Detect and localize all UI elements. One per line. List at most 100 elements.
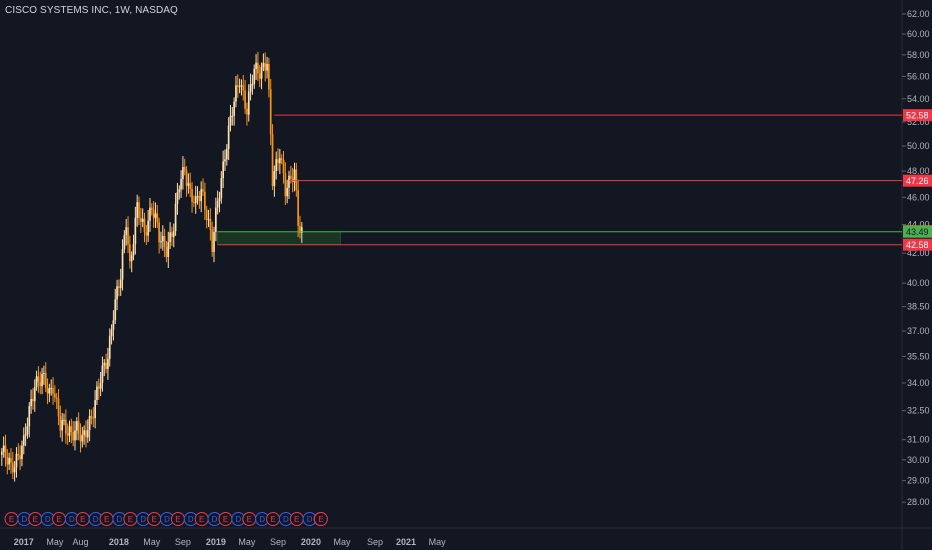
candle-body bbox=[253, 68, 256, 85]
candle-body bbox=[286, 187, 289, 197]
candle-body bbox=[127, 227, 129, 245]
candle-body bbox=[57, 398, 60, 417]
candle-body bbox=[41, 373, 43, 387]
x-tick-label: 2017 bbox=[14, 537, 34, 547]
candle-body bbox=[233, 101, 235, 116]
y-tick-label: 52.00 bbox=[907, 117, 930, 127]
event-marker-label: E bbox=[247, 515, 252, 524]
event-marker-label: E bbox=[128, 515, 133, 524]
candle-body bbox=[268, 64, 270, 90]
candle-body bbox=[156, 213, 159, 223]
candle-body bbox=[101, 365, 104, 383]
candle-body bbox=[158, 222, 160, 243]
candle-body bbox=[214, 207, 217, 233]
candle-body bbox=[246, 108, 248, 115]
event-marker-label: E bbox=[104, 515, 109, 524]
candle-body bbox=[15, 453, 18, 468]
candle-body bbox=[249, 84, 252, 92]
candle-body bbox=[273, 171, 276, 187]
candle-body bbox=[24, 434, 27, 436]
candle-body bbox=[150, 207, 153, 210]
candle-body bbox=[189, 183, 192, 189]
x-tick-label: May bbox=[46, 537, 64, 547]
y-tick-label: 42.00 bbox=[907, 248, 930, 258]
candle-body bbox=[39, 381, 42, 387]
candle-body bbox=[236, 85, 239, 87]
candle-body bbox=[229, 115, 232, 126]
candle-body bbox=[107, 358, 109, 369]
candle-body bbox=[6, 457, 9, 465]
candle-body bbox=[116, 286, 118, 300]
candle-body bbox=[266, 64, 268, 71]
candle-body bbox=[282, 159, 285, 174]
candle-body bbox=[74, 430, 76, 441]
candle-body bbox=[50, 387, 53, 389]
candle-body bbox=[46, 387, 49, 394]
y-tick-label: 28.00 bbox=[907, 497, 930, 507]
event-marker-label: E bbox=[33, 515, 38, 524]
candle-body bbox=[141, 218, 144, 222]
candle-body bbox=[136, 202, 139, 218]
candle-body bbox=[211, 229, 214, 252]
candle-body bbox=[299, 225, 301, 233]
candle-body bbox=[108, 336, 111, 359]
candle-body bbox=[269, 89, 272, 135]
candle-body bbox=[172, 231, 175, 237]
candle-body bbox=[44, 372, 47, 388]
candle-body bbox=[77, 421, 80, 435]
candle-body bbox=[187, 183, 190, 186]
candle-body bbox=[277, 159, 279, 164]
x-tick-label: 2018 bbox=[109, 537, 129, 547]
candle-body bbox=[143, 218, 146, 233]
candle-body bbox=[96, 386, 98, 401]
candle-body bbox=[280, 158, 283, 160]
x-tick-label: Aug bbox=[72, 537, 88, 547]
event-marker-label: E bbox=[270, 515, 275, 524]
candle-body bbox=[119, 279, 122, 289]
candle-body bbox=[209, 219, 212, 230]
candle-body bbox=[105, 362, 107, 369]
event-marker-label: D bbox=[117, 515, 123, 524]
event-marker-label: E bbox=[318, 515, 323, 524]
candle-body bbox=[167, 242, 170, 257]
candle-body bbox=[30, 398, 32, 407]
candle-body bbox=[295, 169, 298, 191]
candle-body bbox=[194, 196, 197, 204]
x-tick-label: May bbox=[429, 537, 447, 547]
candle-body bbox=[37, 376, 40, 382]
level-price-label: 52.58 bbox=[906, 111, 929, 121]
candle-body bbox=[200, 189, 203, 202]
candle-body bbox=[85, 430, 87, 438]
candle-body bbox=[32, 398, 34, 402]
candle-body bbox=[63, 419, 65, 421]
candle-body bbox=[227, 125, 230, 149]
candle-body bbox=[216, 201, 219, 208]
level-price-label: 42.58 bbox=[906, 240, 929, 250]
candle-body bbox=[174, 203, 177, 232]
level-price-label: 43.49 bbox=[906, 227, 929, 237]
x-tick-label: Sep bbox=[270, 537, 286, 547]
x-tick-label: 2020 bbox=[301, 537, 321, 547]
candle-body bbox=[180, 179, 182, 190]
event-marker-label: D bbox=[69, 515, 75, 524]
level-price-label: 47.26 bbox=[906, 176, 929, 186]
candle-body bbox=[165, 247, 168, 257]
candle-body bbox=[154, 213, 157, 219]
event-marker-label: E bbox=[80, 515, 85, 524]
candle-body bbox=[191, 188, 193, 203]
candle-body bbox=[2, 445, 5, 452]
candle-body bbox=[196, 196, 199, 198]
event-marker-label: E bbox=[151, 515, 156, 524]
candle-body bbox=[130, 255, 133, 262]
candle-body bbox=[198, 196, 201, 202]
candle-body bbox=[59, 416, 62, 431]
candle-body bbox=[61, 420, 64, 431]
level-price-badge bbox=[903, 109, 932, 122]
y-tick-label: 35.50 bbox=[907, 351, 930, 361]
candle-body bbox=[244, 90, 246, 109]
x-tick-label: May bbox=[238, 537, 256, 547]
event-marker-label: D bbox=[21, 515, 27, 524]
candle-body bbox=[242, 85, 245, 91]
x-tick-label: Sep bbox=[367, 537, 383, 547]
